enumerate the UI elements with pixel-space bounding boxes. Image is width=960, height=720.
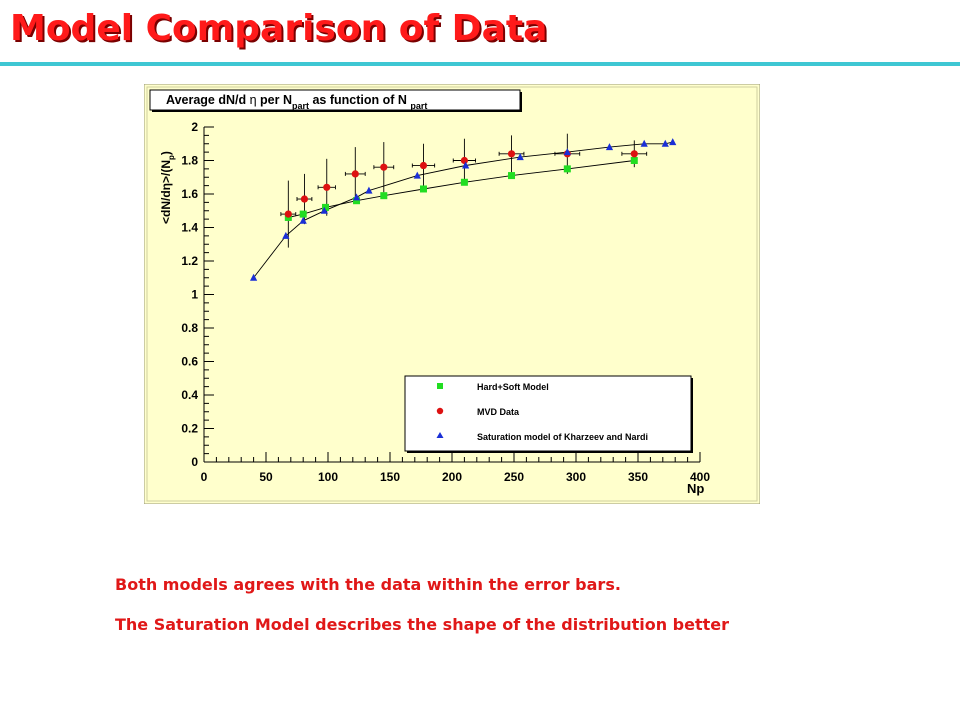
model-curves	[253, 141, 673, 278]
saturation-point	[282, 231, 290, 239]
mvd-data-point	[419, 161, 428, 170]
legend-label-saturation: Saturation model of Kharzeev and Nardi	[477, 432, 648, 442]
y-tick-label: 0.8	[181, 321, 198, 335]
mvd-data-point	[300, 195, 309, 203]
mvd-data-point	[380, 163, 388, 171]
slide-title: Model Comparison of Data	[10, 8, 548, 49]
saturation-point	[516, 153, 524, 161]
mvd-data-point	[351, 170, 359, 178]
y-tick-label: 1.2	[181, 254, 198, 268]
caption-saturation: The Saturation Model describes the shape…	[115, 615, 730, 634]
saturation-point	[352, 193, 361, 201]
x-tick-label: 50	[259, 470, 273, 484]
y-tick-label: 1	[191, 288, 198, 302]
axis-ticks: 0 50 100 150 200 250 300 350 400 0 0.2 0.4 0.6 0.8 1 1.…	[181, 120, 710, 484]
mvd-data-point	[284, 210, 292, 218]
model-curve	[253, 141, 673, 278]
model-curve	[288, 160, 635, 218]
y-tick-label: 0.4	[181, 388, 198, 402]
chart-title: Average dN/d η per Npart as function of …	[166, 93, 427, 111]
hard-soft-point	[299, 210, 307, 218]
frame-inner-border	[146, 86, 758, 502]
x-tick-label: 0	[201, 470, 208, 484]
hard-soft-point	[563, 165, 571, 173]
y-tick-label: 0.2	[181, 422, 198, 436]
hard-soft-point	[322, 203, 330, 211]
y-axis-label: <dN/dη>/(Np)	[159, 151, 176, 224]
caption-agreement: Both models agrees with the data within …	[115, 575, 621, 594]
saturation-point	[669, 138, 677, 146]
y-tick-label: 1.8	[181, 154, 198, 168]
mvd-data-point	[630, 150, 638, 158]
chart-frame: Average dN/d η per Npart as function of …	[144, 84, 760, 504]
mvd-data-point	[323, 183, 331, 191]
y-tick-label: 1.6	[181, 187, 198, 201]
title-rule	[0, 62, 960, 66]
y-tick-label: 0	[191, 455, 198, 469]
x-tick-label: 100	[318, 470, 338, 484]
mvd-data-point	[460, 156, 468, 165]
saturation-point	[462, 161, 470, 169]
saturation-point	[299, 216, 307, 224]
x-tick-label: 200	[442, 470, 462, 484]
saturation-point	[320, 206, 328, 214]
legend-label-hard-soft: Hard+Soft Model	[477, 382, 549, 392]
saturation-point	[413, 171, 421, 179]
chart-title-box: Average dN/d η per Npart as function of …	[149, 89, 522, 112]
saturation-point	[605, 143, 614, 151]
x-tick-label: 400	[690, 470, 710, 484]
x-axis-label: Np	[687, 481, 704, 496]
legend-marker-mvd	[436, 407, 444, 415]
x-tick-label: 250	[504, 470, 524, 484]
x-tick-label: 350	[628, 470, 648, 484]
x-tick-label: 150	[380, 470, 400, 484]
hard-soft-point	[380, 192, 388, 200]
data-points	[250, 138, 677, 281]
y-tick-label: 1.4	[181, 221, 198, 235]
mvd-data-point	[507, 150, 516, 158]
y-tick-label: 0.6	[181, 355, 198, 369]
x-tick-label: 300	[566, 470, 586, 484]
saturation-point	[640, 139, 648, 147]
hard-soft-point	[630, 157, 638, 164]
saturation-point	[365, 186, 373, 194]
saturation-point	[250, 273, 258, 281]
legend-label-mvd: MVD Data	[477, 407, 520, 417]
legend-marker-saturation	[436, 432, 444, 438]
chart-legend: Hard+Soft Model MVD Data Saturation mode…	[404, 375, 693, 453]
hard-soft-point	[460, 178, 468, 186]
legend-marker-hard-soft	[437, 383, 443, 389]
hard-soft-point	[419, 185, 427, 193]
saturation-point	[563, 148, 571, 156]
saturation-point	[661, 139, 669, 147]
hard-soft-point	[353, 197, 361, 205]
y-tick-label: 2	[191, 120, 198, 134]
hard-soft-point	[508, 172, 516, 180]
